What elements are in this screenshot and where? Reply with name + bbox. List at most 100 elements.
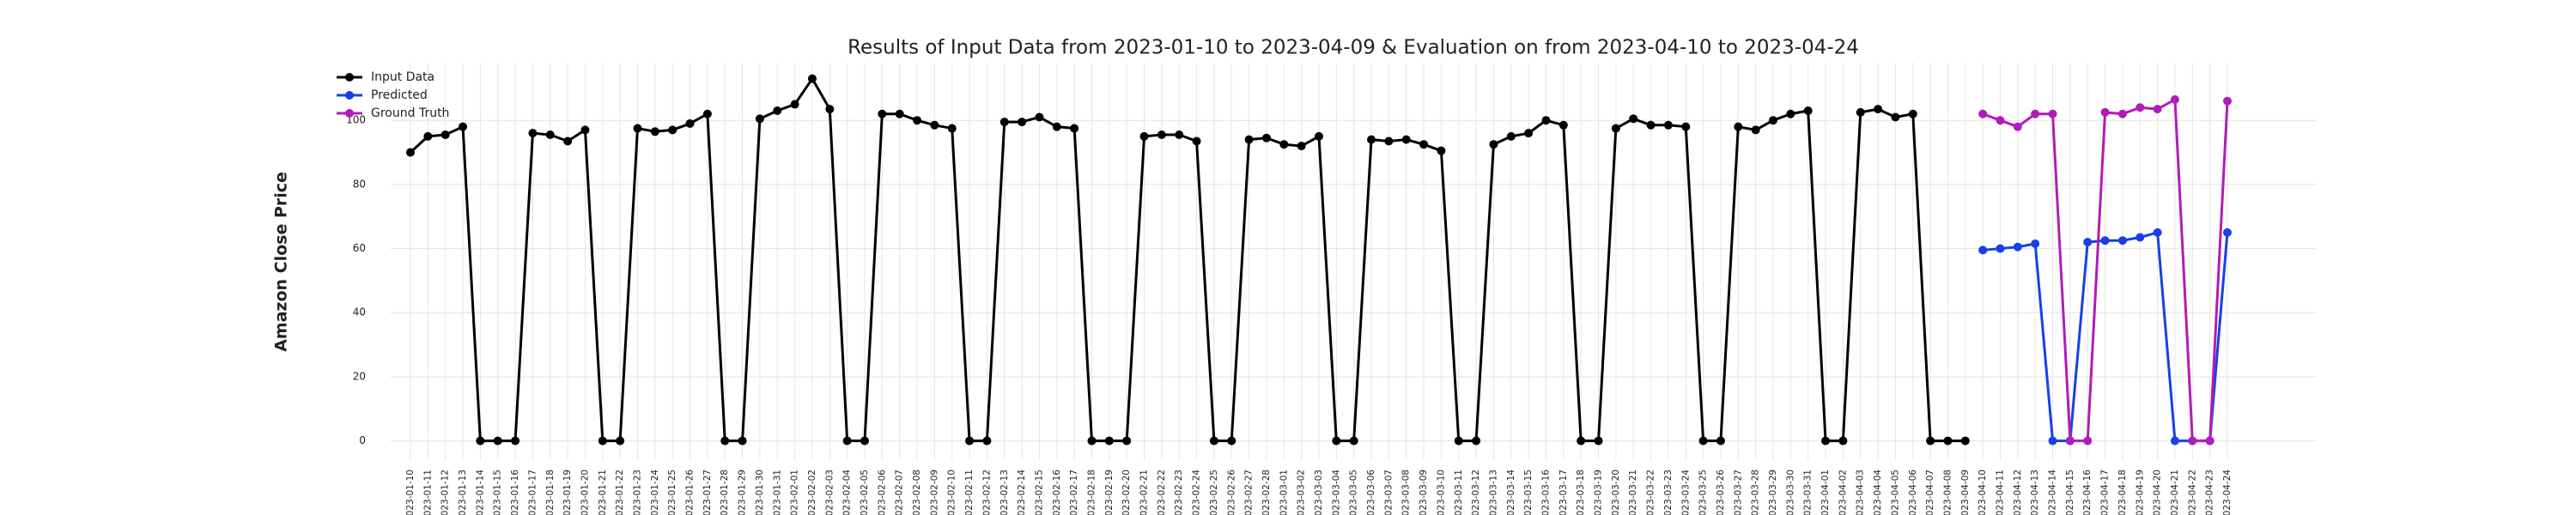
data-point xyxy=(1297,142,1306,151)
x-tick-label: 2023-03-28 xyxy=(1751,470,1761,515)
data-point xyxy=(1943,436,1953,445)
x-tick-label: 2023-04-04 xyxy=(1873,470,1883,515)
x-tick-label: 2023-04-24 xyxy=(2222,470,2233,515)
y-tick-label: 20 xyxy=(353,370,366,382)
x-tick-label: 2023-02-07 xyxy=(895,470,905,515)
x-tick-label: 2023-02-17 xyxy=(1069,470,1079,515)
data-point xyxy=(440,130,450,140)
x-tick-label: 2023-04-20 xyxy=(2153,470,2163,515)
x-tick-label: 2023-03-01 xyxy=(1279,470,1289,515)
x-tick-label: 2023-01-22 xyxy=(615,470,625,515)
data-point xyxy=(895,109,904,118)
data-point xyxy=(860,436,869,445)
x-tick-label: 2023-04-17 xyxy=(2100,470,2111,515)
data-point xyxy=(1978,109,1988,118)
data-point xyxy=(2048,109,2057,118)
data-point xyxy=(1663,120,1673,130)
data-point xyxy=(1978,245,1988,255)
x-tick-label: 2023-02-20 xyxy=(1121,470,1132,515)
data-point xyxy=(1401,135,1411,144)
data-point xyxy=(2100,236,2110,245)
data-point xyxy=(2205,436,2215,445)
x-tick-label: 2023-01-11 xyxy=(422,470,433,515)
x-tick-label: 2023-01-26 xyxy=(685,470,696,515)
x-tick-label: 2023-02-01 xyxy=(790,470,800,515)
x-tick-label: 2023-02-12 xyxy=(981,470,992,515)
x-tick-label: 2023-01-18 xyxy=(545,470,556,515)
x-tick-label: 2023-03-25 xyxy=(1698,470,1709,515)
data-point xyxy=(790,100,799,109)
x-tick-label: 2023-04-09 xyxy=(1960,470,1971,515)
data-point xyxy=(1192,136,1201,146)
x-tick-label: 2023-02-25 xyxy=(1209,470,1219,515)
data-point xyxy=(1577,436,1586,445)
data-point xyxy=(1070,124,1079,133)
x-tick-label: 2023-04-08 xyxy=(1942,470,1953,515)
data-point xyxy=(1419,140,1429,149)
x-tick-label: 2023-01-30 xyxy=(755,470,765,515)
y-tick-label: 80 xyxy=(353,178,366,190)
x-tick-label: 2023-01-20 xyxy=(580,470,590,515)
x-tick-label: 2023-04-11 xyxy=(1996,470,2006,515)
x-tick-label: 2023-02-02 xyxy=(807,470,817,515)
data-point xyxy=(2170,436,2179,445)
x-tick-label: 2023-02-13 xyxy=(999,470,1010,515)
x-tick-label: 2023-04-02 xyxy=(1838,470,1848,515)
x-tick-label: 2023-02-06 xyxy=(877,470,887,515)
x-tick-label: 2023-02-26 xyxy=(1226,470,1236,515)
data-point xyxy=(1315,131,1323,141)
data-point xyxy=(1908,109,1917,118)
data-point xyxy=(1018,118,1027,127)
x-tick-label: 2023-03-08 xyxy=(1401,470,1412,515)
x-tick-label: 2023-03-21 xyxy=(1628,470,1638,515)
data-point xyxy=(563,136,573,146)
x-tick-label: 2023-02-16 xyxy=(1052,470,1062,515)
data-point xyxy=(2031,239,2040,248)
x-tick-label: 2023-03-06 xyxy=(1366,470,1376,515)
data-point xyxy=(1367,135,1376,144)
data-point xyxy=(2153,227,2162,237)
data-point xyxy=(2117,109,2127,118)
data-point xyxy=(1524,129,1534,138)
data-point xyxy=(1472,436,1481,445)
data-point xyxy=(2100,107,2110,117)
x-tick-label: 2023-03-05 xyxy=(1349,470,1359,515)
x-tick-label: 2023-02-10 xyxy=(947,470,957,515)
x-tick-label: 2023-02-11 xyxy=(964,470,975,515)
x-tick-label: 2023-02-15 xyxy=(1034,470,1044,515)
data-point xyxy=(1157,130,1166,140)
data-point xyxy=(423,131,433,141)
y-tick-label: 60 xyxy=(353,242,366,254)
data-point xyxy=(616,436,625,445)
data-point xyxy=(1227,436,1236,445)
data-point xyxy=(459,122,468,131)
x-tick-label: 2023-04-19 xyxy=(2135,470,2145,515)
data-point xyxy=(1629,114,1638,124)
x-tick-label: 2023-04-03 xyxy=(1856,470,1866,515)
x-tick-label: 2023-02-05 xyxy=(860,470,870,515)
data-point xyxy=(493,436,502,445)
x-tick-label: 2023-04-15 xyxy=(2065,470,2075,515)
data-point xyxy=(2048,436,2057,445)
x-tick-label: 2023-02-03 xyxy=(824,470,835,515)
data-point xyxy=(2083,436,2093,445)
x-tick-label: 2023-03-15 xyxy=(1523,470,1534,515)
data-point xyxy=(2013,242,2022,251)
x-tick-label: 2023-01-13 xyxy=(458,470,468,515)
x-tick-label: 2023-04-16 xyxy=(2082,470,2093,515)
x-tick-label: 2023-02-21 xyxy=(1139,470,1150,515)
x-tick-label: 2023-02-24 xyxy=(1192,470,1202,515)
data-point xyxy=(1716,436,1725,445)
data-point xyxy=(807,74,817,83)
x-tick-label: 2023-04-12 xyxy=(2013,470,2023,515)
x-tick-label: 2023-04-07 xyxy=(1925,470,1935,515)
data-point xyxy=(1437,146,1446,155)
x-tick-label: 2023-03-14 xyxy=(1506,470,1516,515)
data-point xyxy=(1891,112,1900,122)
data-point xyxy=(1558,120,1568,130)
data-point xyxy=(1996,244,2005,253)
data-point xyxy=(598,436,607,445)
data-point xyxy=(1035,112,1044,122)
grid xyxy=(391,63,2316,460)
data-point xyxy=(1454,436,1463,445)
